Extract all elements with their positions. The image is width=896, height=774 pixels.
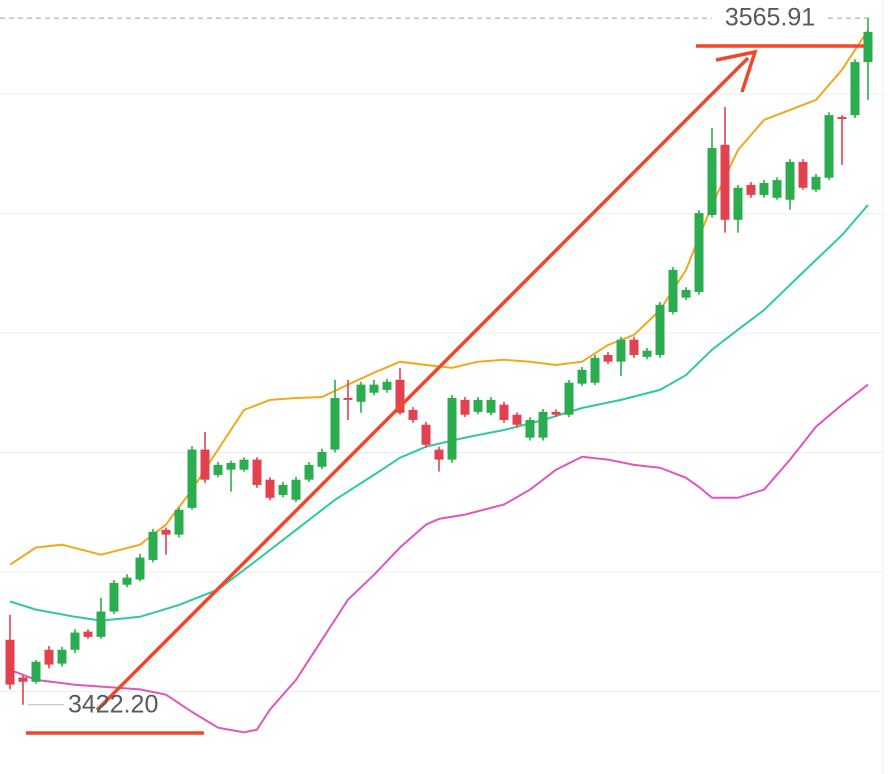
moving-average-line <box>9 383 869 734</box>
candle-body <box>5 639 15 685</box>
candle-body <box>590 357 600 383</box>
candle-body <box>616 339 626 362</box>
candle-body <box>408 409 418 420</box>
candle-body <box>486 399 496 413</box>
candle-body <box>395 379 405 413</box>
candle-body <box>668 269 678 312</box>
candle-body <box>304 464 314 480</box>
candle-body <box>96 611 106 637</box>
candle-body <box>538 411 548 438</box>
candle-body <box>226 462 236 470</box>
candle-body <box>434 449 444 460</box>
candle-body <box>785 161 795 200</box>
candle-body <box>109 582 119 612</box>
candle-body <box>473 399 483 412</box>
candle-body <box>44 649 54 665</box>
candle-body <box>317 451 327 467</box>
candle-body <box>148 531 158 560</box>
candle-body <box>720 144 730 220</box>
candle-body <box>551 411 561 415</box>
candle-body <box>863 32 873 63</box>
candle-body <box>356 384 366 402</box>
candle-body <box>811 176 821 190</box>
candle-body <box>837 117 847 119</box>
candle-body <box>694 213 704 292</box>
candle-body <box>330 397 340 450</box>
candle-body <box>382 381 392 390</box>
candle-body <box>239 459 249 470</box>
candle-body <box>187 449 197 508</box>
candle-body <box>564 382 574 415</box>
candle-body <box>707 148 717 215</box>
candle-body <box>291 479 301 500</box>
candle-body <box>772 180 782 198</box>
candle-body <box>798 161 808 188</box>
candle-body <box>512 414 522 425</box>
candle-body <box>577 369 587 384</box>
candle-body <box>83 631 93 637</box>
candle-body <box>278 484 288 495</box>
price-label: 3422.20 <box>68 690 158 718</box>
candle-body <box>642 350 652 357</box>
candle-body <box>629 339 639 355</box>
candle-body <box>265 479 275 498</box>
candle-body <box>31 661 41 682</box>
price-label-bg <box>712 4 828 33</box>
moving-average-line <box>9 204 869 622</box>
candle-body <box>122 577 132 585</box>
candle-body <box>603 354 613 362</box>
candle-body <box>525 419 535 438</box>
candle-body <box>135 557 145 580</box>
candle-body <box>343 397 353 400</box>
candle-body <box>499 404 509 420</box>
candle-body <box>200 449 210 480</box>
trend-arrow <box>95 56 750 712</box>
arrow-head <box>715 49 758 93</box>
candle-body <box>252 459 262 485</box>
candle-body <box>369 384 379 393</box>
candle-body <box>655 304 665 355</box>
candle-body <box>18 677 28 682</box>
candle-body <box>161 529 171 535</box>
candle-body <box>421 424 431 445</box>
candle-body <box>57 649 67 664</box>
candle-body <box>70 632 80 650</box>
candle-body <box>746 184 756 195</box>
candle-body <box>460 399 470 415</box>
candle-body <box>759 182 769 195</box>
candle-body <box>824 115 834 178</box>
candle-body <box>850 62 860 116</box>
candle-body <box>447 397 457 460</box>
price-label: 3565.91 <box>725 4 815 32</box>
candle-body <box>733 187 743 220</box>
candle-body <box>681 290 691 298</box>
candle-body <box>213 464 223 475</box>
candle-body <box>174 509 184 535</box>
